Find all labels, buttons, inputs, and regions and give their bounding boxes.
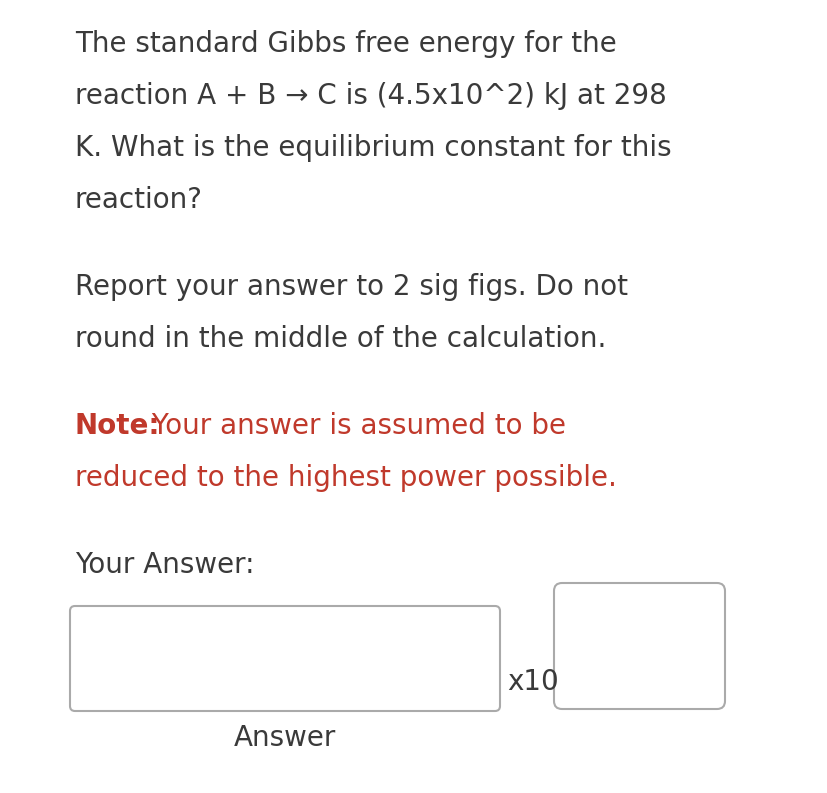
FancyBboxPatch shape <box>70 606 500 711</box>
Text: Report your answer to 2 sig figs. Do not: Report your answer to 2 sig figs. Do not <box>75 273 627 301</box>
Text: reaction?: reaction? <box>75 186 203 214</box>
Text: Note:: Note: <box>75 412 160 440</box>
Text: Answer: Answer <box>233 724 336 752</box>
Text: reduced to the highest power possible.: reduced to the highest power possible. <box>75 464 616 492</box>
Text: K. What is the equilibrium constant for this: K. What is the equilibrium constant for … <box>75 134 671 162</box>
Text: Your answer is assumed to be: Your answer is assumed to be <box>143 412 566 440</box>
Text: The standard Gibbs free energy for the: The standard Gibbs free energy for the <box>75 30 616 58</box>
Text: x10: x10 <box>506 668 558 696</box>
Text: Your Answer:: Your Answer: <box>75 551 254 579</box>
FancyBboxPatch shape <box>553 583 724 709</box>
Text: reaction A + B → C is (4.5x10^2) kJ at 298: reaction A + B → C is (4.5x10^2) kJ at 2… <box>75 82 666 110</box>
Text: round in the middle of the calculation.: round in the middle of the calculation. <box>75 325 605 353</box>
